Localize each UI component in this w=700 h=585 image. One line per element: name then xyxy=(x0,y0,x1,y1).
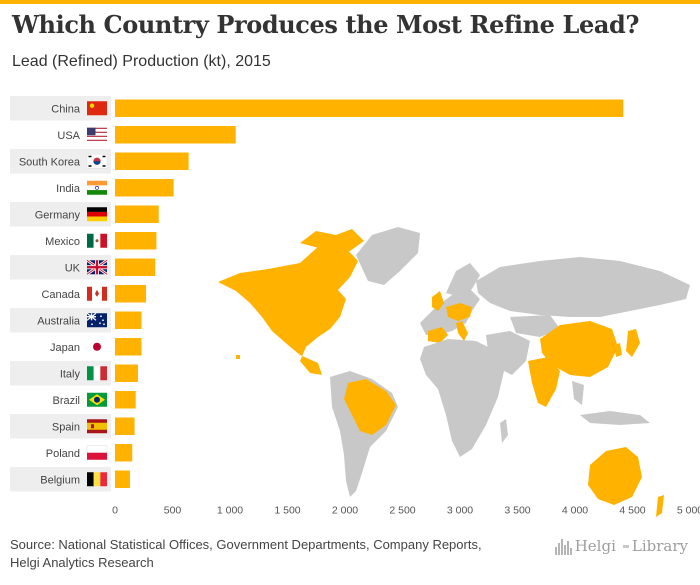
source-line-1: Source: National Statistical Offices, Go… xyxy=(10,537,482,552)
category-label: China xyxy=(51,103,81,115)
bar xyxy=(115,126,236,144)
bar xyxy=(115,179,174,197)
category-label: Germany xyxy=(35,209,81,221)
category-labels: China USA South Korea India Germany Mexico UK C… xyxy=(19,103,81,486)
map-scandinavia xyxy=(446,263,480,297)
map-pacific-dot xyxy=(236,355,240,359)
map-new-zealand xyxy=(656,495,664,517)
map-central-europe xyxy=(446,303,472,321)
flag-mexico-icon xyxy=(87,233,107,248)
flag-germany-icon xyxy=(87,207,107,222)
x-tick-label: 5 000 xyxy=(677,505,700,517)
bar xyxy=(115,338,142,356)
x-tick-label: 2 500 xyxy=(389,505,415,517)
bar xyxy=(115,258,156,276)
page-title: Which Country Produces the Most Refine L… xyxy=(12,10,640,39)
map-madagascar xyxy=(500,419,508,443)
map-australia xyxy=(588,447,642,505)
bar xyxy=(115,285,147,303)
category-label: USA xyxy=(57,130,80,142)
x-tick-label: 2 000 xyxy=(332,505,358,517)
x-tick-label: 1 500 xyxy=(274,505,300,517)
source-note: Source: National Statistical Offices, Go… xyxy=(10,536,550,572)
map-uk xyxy=(432,291,444,311)
bar xyxy=(115,152,189,170)
helgi-library-logo[interactable]: Helgi Library xyxy=(554,536,688,556)
bar xyxy=(115,205,159,223)
flag-china-icon xyxy=(87,101,107,116)
map-brazil xyxy=(344,379,396,435)
flag-uk-icon xyxy=(86,259,108,276)
world-map-icon xyxy=(218,227,690,517)
category-label: Belgium xyxy=(40,474,80,486)
category-label: Australia xyxy=(37,315,81,327)
map-china xyxy=(540,321,618,377)
bar xyxy=(115,417,135,435)
category-label: Poland xyxy=(46,448,80,460)
map-india xyxy=(528,357,560,407)
x-axis: 0 500 1 000 1 500 2 000 2 500 3 000 3 500 4 000 4… xyxy=(112,505,700,517)
map-africa xyxy=(420,339,504,457)
category-label: UK xyxy=(65,262,81,274)
source-line-2: Helgi Analytics Research xyxy=(10,555,154,570)
bar xyxy=(115,391,136,409)
bar xyxy=(115,99,624,117)
map-southeast-asia xyxy=(572,381,584,405)
map-central-asia xyxy=(510,315,560,337)
map-indonesia xyxy=(580,411,650,425)
map-korea xyxy=(614,343,622,357)
category-label: India xyxy=(56,183,81,195)
x-tick-label: 4 500 xyxy=(619,505,645,517)
flag-brazil-icon xyxy=(87,392,107,407)
x-tick-label: 4 000 xyxy=(562,505,588,517)
logo-text-library: Library xyxy=(631,537,688,555)
category-label: Brazil xyxy=(52,395,80,407)
category-label: South Korea xyxy=(19,156,81,168)
map-italy xyxy=(456,321,468,341)
flag-australia-icon xyxy=(86,312,107,328)
flag-south-korea-icon xyxy=(86,154,108,169)
chart-subtitle: Lead (Refined) Production (kt), 2015 xyxy=(12,53,271,70)
map-middle-east xyxy=(486,331,530,375)
category-label: Italy xyxy=(60,368,81,380)
x-tick-label: 3 500 xyxy=(504,505,530,517)
flag-spain-icon xyxy=(87,419,107,434)
bar xyxy=(115,444,133,462)
helgi-library-logo-icon xyxy=(554,537,572,555)
flag-italy-icon xyxy=(87,366,107,381)
bar xyxy=(115,470,130,488)
x-tick-label: 0 xyxy=(112,505,118,517)
category-label: Japan xyxy=(50,342,80,354)
map-arctic-canada xyxy=(300,229,364,251)
flag-belgium-icon xyxy=(87,472,107,487)
map-spain xyxy=(428,327,448,343)
x-tick-label: 500 xyxy=(164,505,182,517)
bar xyxy=(115,311,142,329)
bar xyxy=(115,364,138,382)
category-label: Mexico xyxy=(45,236,80,248)
map-russia xyxy=(476,257,690,317)
category-label: Spain xyxy=(52,421,80,433)
x-tick-label: 1 000 xyxy=(217,505,243,517)
logo-text-helgi: Helgi xyxy=(574,537,616,555)
x-tick-label: 3 000 xyxy=(447,505,473,517)
flag-poland-icon xyxy=(86,445,108,460)
map-greenland xyxy=(356,227,420,285)
flag-japan-icon xyxy=(87,339,107,354)
bars xyxy=(115,99,624,488)
flags xyxy=(86,101,108,487)
map-north-america xyxy=(218,245,358,375)
bar-chart: China USA South Korea India Germany Mexico UK C… xyxy=(10,96,700,517)
flag-india-icon xyxy=(87,180,107,195)
flag-usa-icon xyxy=(87,127,107,142)
map-japan xyxy=(626,329,640,357)
top-accent-bar xyxy=(0,0,700,4)
bar xyxy=(115,232,157,250)
flag-canada-icon xyxy=(87,286,107,301)
category-label: Canada xyxy=(41,289,80,301)
